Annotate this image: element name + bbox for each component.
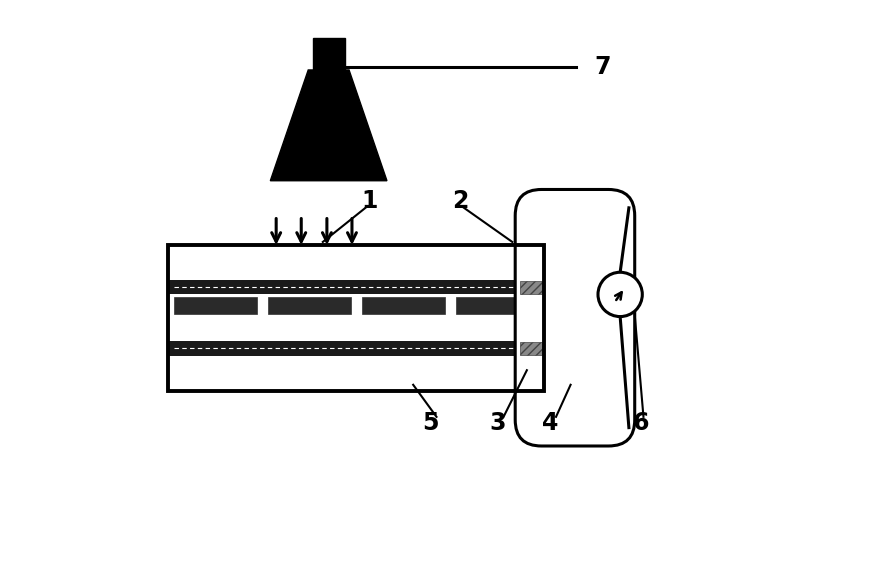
Bar — [168, 294, 545, 341]
Bar — [174, 297, 257, 314]
Text: 5: 5 — [423, 410, 439, 435]
Polygon shape — [519, 280, 542, 294]
Text: 6: 6 — [632, 410, 649, 435]
Bar — [456, 297, 539, 314]
Bar — [168, 245, 545, 391]
Bar — [168, 341, 545, 356]
Polygon shape — [519, 342, 542, 355]
Text: 7: 7 — [594, 55, 610, 79]
FancyBboxPatch shape — [515, 189, 635, 446]
Bar — [268, 297, 351, 314]
Text: 2: 2 — [451, 189, 468, 213]
Bar — [168, 280, 545, 294]
Bar — [362, 297, 444, 314]
Bar — [168, 356, 545, 391]
Polygon shape — [313, 38, 345, 70]
Polygon shape — [271, 70, 387, 181]
Text: 4: 4 — [542, 410, 559, 435]
Bar — [168, 245, 545, 280]
Text: 3: 3 — [490, 410, 506, 435]
Circle shape — [598, 272, 643, 317]
Text: 1: 1 — [361, 189, 378, 213]
